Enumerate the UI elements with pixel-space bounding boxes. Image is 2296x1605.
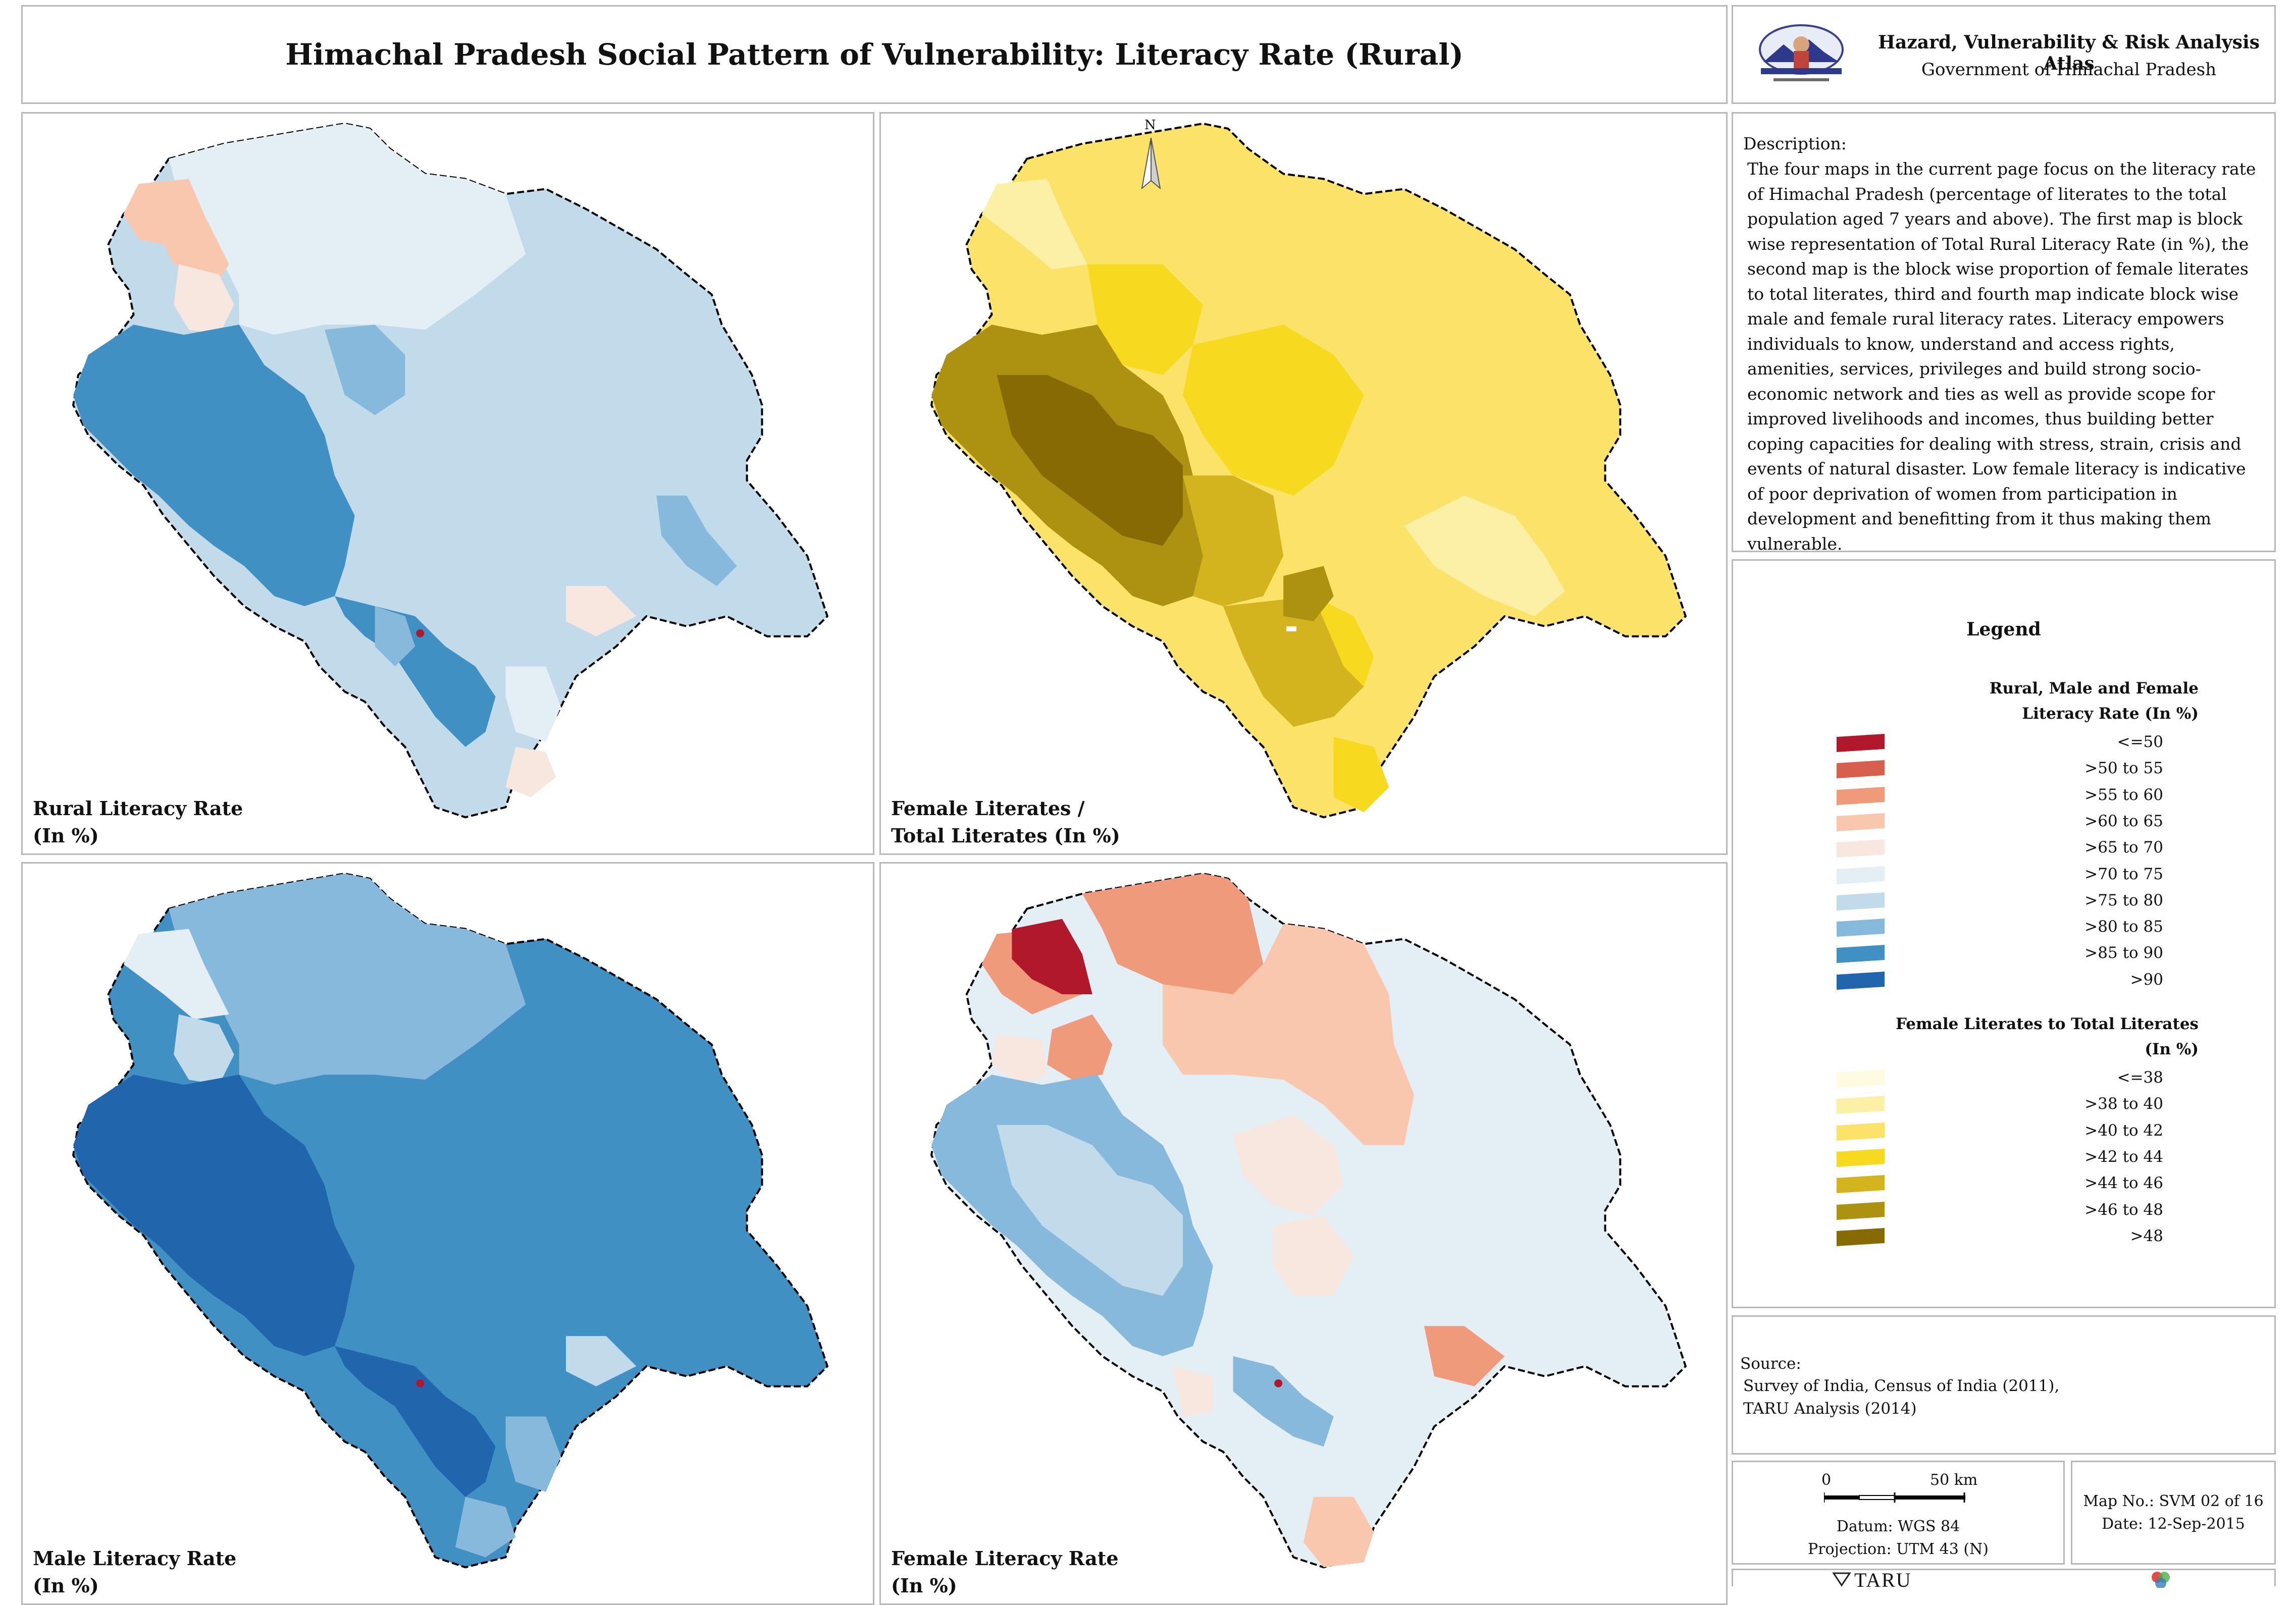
source-panel: Source: Survey of India, Census of India… bbox=[1732, 1315, 2276, 1455]
north-label: N bbox=[1144, 118, 1156, 133]
female-share-class-label: >38 to 40 bbox=[2084, 1095, 2163, 1113]
rgb-circles-icon bbox=[2152, 1572, 2170, 1588]
source-line1: Survey of India, Census of India (2011), bbox=[1743, 1377, 2060, 1395]
female-share-legend-heading-line2: (In %) bbox=[2145, 1040, 2199, 1058]
description-text: The four maps in the current page focus … bbox=[1747, 159, 2256, 554]
north-arrow-icon bbox=[1141, 137, 1161, 190]
female-share-legend-heading: Female Literates to Total Literates (In … bbox=[1896, 1011, 2199, 1062]
atlas-title: Hazard, Vulnerability & Risk Analysis At… bbox=[1877, 32, 2260, 74]
scale-bar bbox=[1824, 1492, 1965, 1503]
map-number: Map No.: SVM 02 of 16 bbox=[2083, 1492, 2264, 1510]
male-map-label: Male Literacy Rate (In %) bbox=[33, 1545, 236, 1599]
female-share-class-swatch bbox=[1837, 1227, 1885, 1246]
literacy-legend-heading: Rural, Male and Female Literacy Rate (In… bbox=[1990, 676, 2199, 726]
literacy-class-label: >80 to 85 bbox=[2084, 918, 2163, 936]
female-map-label-line1: Female Literacy Rate bbox=[891, 1547, 1119, 1570]
literacy-class-swatch bbox=[1837, 971, 1885, 990]
map-female-literacy: Female Literacy Rate (In %) bbox=[879, 862, 1728, 1605]
female-share-label-line2: Total Literates (In %) bbox=[891, 824, 1120, 847]
legend-panel: Legend Rural, Male and Female Literacy R… bbox=[1732, 559, 2276, 1308]
female-share-map-svg bbox=[930, 122, 1687, 819]
literacy-legend-heading-line2: Literacy Rate (In %) bbox=[2022, 705, 2199, 723]
description-heading: Description: bbox=[1743, 134, 1847, 153]
description-panel: Description: The four maps in the curren… bbox=[1732, 112, 2276, 554]
female-share-class-swatch bbox=[1837, 1148, 1885, 1167]
female-share-class-label: >48 bbox=[2130, 1226, 2163, 1245]
taru-logo-icon bbox=[1832, 1572, 1851, 1587]
literacy-class-swatch bbox=[1837, 813, 1885, 831]
literacy-class-label: <=50 bbox=[2117, 733, 2163, 751]
female-share-label-line1: Female Literates / bbox=[891, 797, 1085, 820]
org-panel: Hazard, Vulnerability & Risk Analysis At… bbox=[1732, 5, 2276, 104]
rural-map-label-line2: (In %) bbox=[33, 824, 99, 847]
literacy-class-label: >75 to 80 bbox=[2084, 891, 2163, 910]
literacy-class-label: >85 to 90 bbox=[2084, 944, 2163, 962]
female-share-class-label: >44 to 46 bbox=[2084, 1174, 2163, 1193]
literacy-class-swatch bbox=[1837, 760, 1885, 779]
literacy-class-label: >65 to 70 bbox=[2084, 838, 2163, 857]
taru-brand: TARU bbox=[1854, 1569, 1912, 1591]
legend-title: Legend bbox=[1966, 619, 2041, 640]
male-map-label-line1: Male Literacy Rate bbox=[33, 1547, 237, 1570]
footer-panel: TARU bbox=[1732, 1569, 2276, 1591]
female-map-label: Female Literacy Rate (In %) bbox=[891, 1545, 1119, 1599]
map-male-literacy: Male Literacy Rate (In %) bbox=[21, 862, 874, 1605]
literacy-class-swatch bbox=[1837, 919, 1885, 937]
mapinfo-panel: Map No.: SVM 02 of 16 Date: 12-Sep-2015 bbox=[2071, 1461, 2276, 1565]
page-title: Himachal Pradesh Social Pattern of Vulne… bbox=[285, 37, 1464, 72]
rural-map-label: Rural Literacy Rate (In %) bbox=[33, 795, 243, 849]
literacy-class-swatch bbox=[1837, 892, 1885, 911]
literacy-class-label: >70 to 75 bbox=[2084, 865, 2163, 883]
literacy-class-swatch bbox=[1837, 734, 1885, 752]
female-share-class-label: >42 to 44 bbox=[2084, 1147, 2163, 1166]
literacy-class-swatch bbox=[1837, 839, 1885, 858]
source-line2: TARU Analysis (2014) bbox=[1743, 1400, 1917, 1418]
literacy-class-label: >90 bbox=[2130, 970, 2163, 989]
male-map-label-line2: (In %) bbox=[33, 1574, 99, 1597]
female-share-class-label: >40 to 42 bbox=[2084, 1121, 2163, 1140]
datum-text: Datum: WGS 84 bbox=[1836, 1518, 1960, 1535]
female-share-legend-heading-line1: Female Literates to Total Literates bbox=[1895, 1015, 2199, 1033]
literacy-class-swatch bbox=[1837, 866, 1885, 884]
female-share-class-swatch bbox=[1837, 1122, 1885, 1141]
map-rural-literacy: Rural Literacy Rate (In %) bbox=[21, 112, 874, 855]
literacy-class-swatch bbox=[1837, 786, 1885, 805]
projection-text: Projection: UTM 43 (N) bbox=[1807, 1540, 1989, 1558]
female-share-class-label: <=38 bbox=[2117, 1068, 2163, 1087]
map-date: Date: 12-Sep-2015 bbox=[2102, 1515, 2245, 1533]
female-share-class-swatch bbox=[1837, 1069, 1885, 1088]
rural-literacy-map-svg bbox=[72, 122, 829, 819]
title-panel: Himachal Pradesh Social Pattern of Vulne… bbox=[21, 5, 1728, 104]
female-share-class-swatch bbox=[1837, 1096, 1885, 1114]
scale-end-label: 50 km bbox=[1930, 1471, 1978, 1489]
literacy-legend-heading-line1: Rural, Male and Female bbox=[1989, 679, 2199, 698]
male-literacy-map-svg bbox=[72, 872, 829, 1569]
scale-panel: 0 50 km Datum: WGS 84 Projection: UTM 43… bbox=[1732, 1461, 2065, 1565]
literacy-class-swatch bbox=[1837, 945, 1885, 964]
female-map-label-line2: (In %) bbox=[891, 1574, 957, 1597]
government-name: Government of Himachal Pradesh bbox=[1921, 60, 2217, 80]
female-share-map-label: Female Literates / Total Literates (In %… bbox=[891, 795, 1120, 849]
scale-start-label: 0 bbox=[1821, 1471, 1832, 1489]
literacy-class-label: >60 to 65 bbox=[2084, 812, 2163, 830]
female-literacy-map-svg bbox=[930, 872, 1687, 1569]
female-share-class-label: >46 to 48 bbox=[2084, 1200, 2163, 1219]
state-outline-rural bbox=[72, 122, 829, 819]
source-heading: Source: bbox=[1740, 1355, 1801, 1373]
literacy-class-label: >50 to 55 bbox=[2084, 759, 2163, 778]
rural-map-label-line1: Rural Literacy Rate bbox=[33, 797, 243, 820]
female-share-class-swatch bbox=[1837, 1201, 1885, 1220]
literacy-class-label: >55 to 60 bbox=[2084, 785, 2163, 804]
female-share-class-swatch bbox=[1837, 1175, 1885, 1194]
emblem-logo bbox=[1759, 24, 1844, 81]
map-female-share: N Female Literates / Total Literates (In… bbox=[879, 112, 1728, 855]
